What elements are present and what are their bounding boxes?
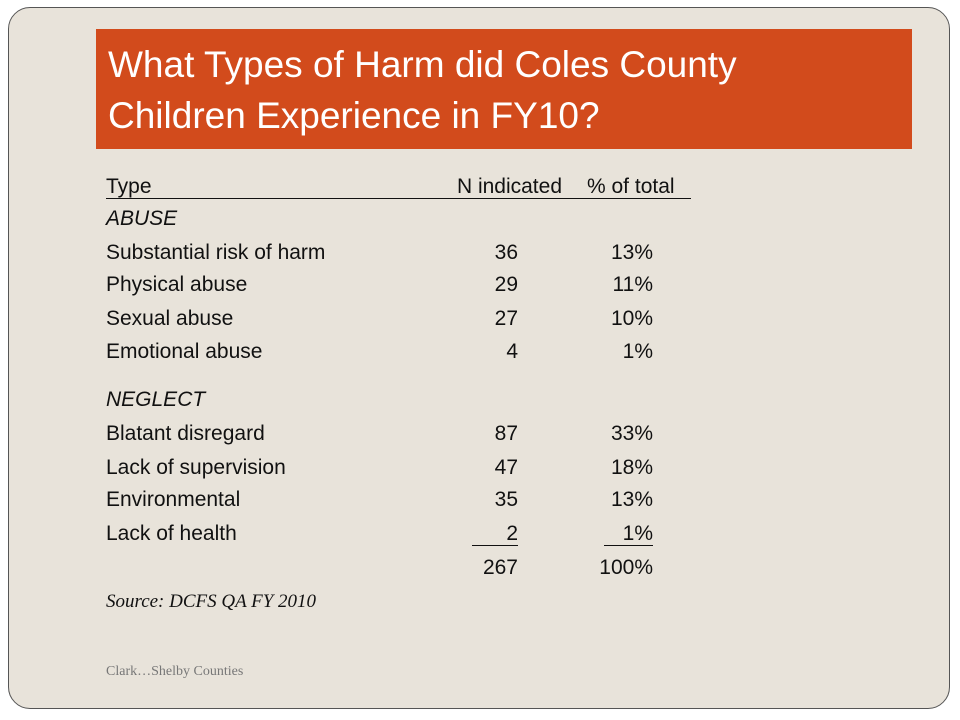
title-line-2: Children Experience in FY10? — [108, 95, 600, 136]
title-line-1: What Types of Harm did Coles County — [108, 44, 737, 85]
footer-text: Clark…Shelby Counties — [106, 664, 244, 679]
title-bar: What Types of Harm did Coles County Chil… — [96, 29, 912, 149]
source-note: Source: DCFS QA FY 2010 — [106, 591, 317, 612]
